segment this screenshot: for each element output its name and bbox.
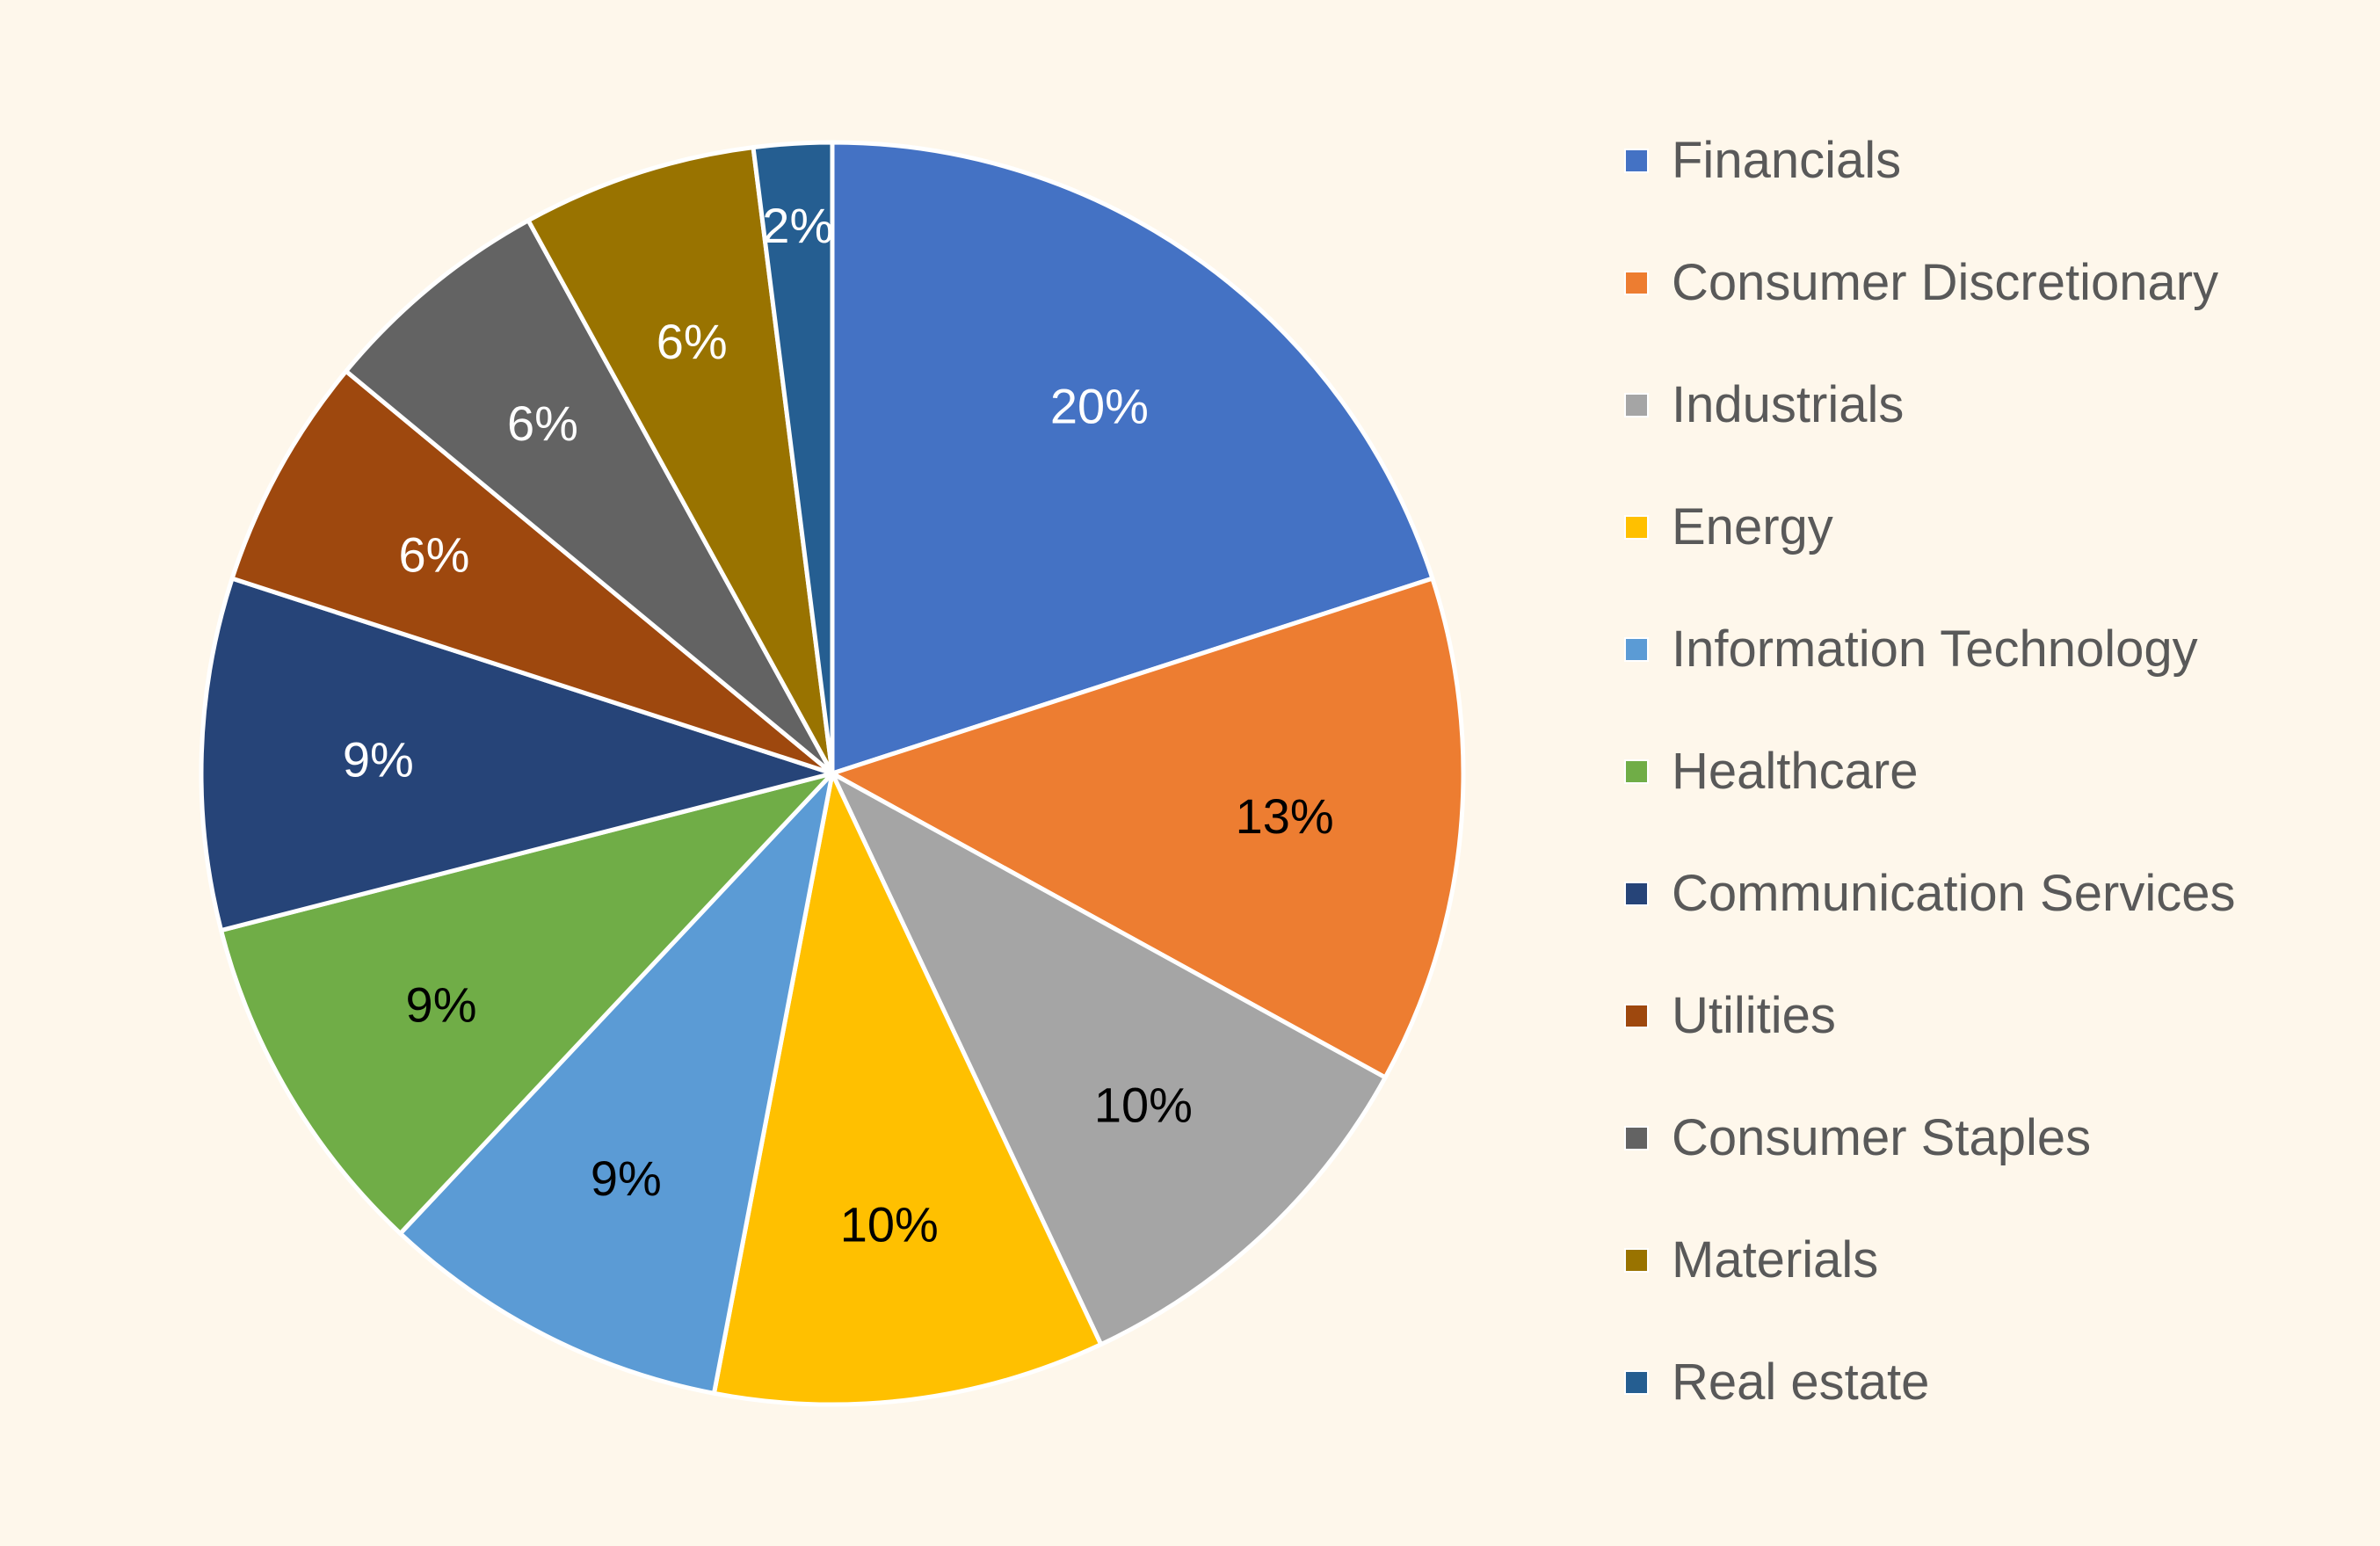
data-label-information-technology: 9%: [591, 1150, 662, 1206]
pie-slice-energy: [711, 771, 1104, 1407]
data-label-consumer-discretionary: 13%: [1236, 788, 1334, 844]
legend-swatch: [1624, 882, 1649, 906]
pie-slice-financials: [830, 140, 1435, 776]
data-label-consumer-staples: 6%: [507, 396, 578, 451]
data-label-real-estate: 2%: [762, 198, 833, 253]
legend-swatch: [1624, 1370, 1649, 1395]
legend-swatch: [1624, 149, 1649, 173]
pie-slice-consumer-discretionary: [830, 576, 1466, 1080]
data-label-communication-services: 9%: [343, 731, 414, 787]
legend-swatch: [1624, 1126, 1649, 1150]
legend-label: Consumer Staples: [1672, 1109, 2092, 1166]
legend-label: Industrials: [1672, 376, 1905, 433]
legend-label: Utilities: [1672, 987, 1836, 1044]
legend-item-financials: Financials: [1624, 134, 2362, 257]
legend-item-consumer-discretionary: Consumer Discretionary: [1624, 257, 2362, 379]
legend-swatch: [1624, 759, 1649, 784]
pie-slice-communication-services: [199, 576, 835, 933]
legend-label: Healthcare: [1672, 743, 1919, 800]
legend-label: Communication Services: [1672, 865, 2236, 922]
legend-item-materials: Materials: [1624, 1234, 2362, 1356]
data-label-utilities: 6%: [399, 526, 470, 582]
legend-item-information-technology: Information Technology: [1624, 623, 2362, 745]
legend-swatch: [1624, 1004, 1649, 1028]
legend-item-consumer-staples: Consumer Staples: [1624, 1112, 2362, 1234]
legend: Financials Consumer Discretionary Industri…: [1624, 134, 2362, 1478]
legend-item-healthcare: Healthcare: [1624, 745, 2362, 867]
legend-swatch: [1624, 393, 1649, 417]
legend-label: Consumer Discretionary: [1672, 254, 2219, 311]
legend-label: Financials: [1672, 132, 1902, 189]
data-label-healthcare: 9%: [406, 977, 477, 1033]
legend-swatch: [1624, 1248, 1649, 1273]
legend-swatch: [1624, 271, 1649, 295]
pie-slice-consumer-staples: [344, 218, 835, 776]
data-label-financials: 20%: [1050, 378, 1149, 433]
legend-item-utilities: Utilities: [1624, 990, 2362, 1112]
legend-item-industrials: Industrials: [1624, 379, 2362, 501]
data-label-industrials: 10%: [1094, 1077, 1193, 1132]
legend-label: Real estate: [1672, 1354, 1930, 1411]
data-label-energy: 10%: [840, 1196, 939, 1252]
pie-slice-materials: [526, 145, 835, 776]
pie-slice-utilities: [229, 368, 835, 776]
legend-item-communication-services: Communication Services: [1624, 867, 2362, 990]
legend-label: Energy: [1672, 498, 1833, 555]
legend-item-energy: Energy: [1624, 501, 2362, 623]
legend-label: Information Technology: [1672, 621, 2198, 678]
legend-item-real-estate: Real estate: [1624, 1356, 2362, 1478]
legend-swatch: [1624, 637, 1649, 662]
legend-swatch: [1624, 515, 1649, 540]
pie-slice-industrials: [830, 771, 1388, 1347]
data-label-materials: 6%: [657, 314, 728, 369]
pie-slice-real-estate: [751, 140, 835, 776]
legend-label: Materials: [1672, 1231, 1879, 1288]
pie-slice-healthcare: [219, 771, 835, 1236]
pie-slice-information-technology: [398, 771, 835, 1396]
